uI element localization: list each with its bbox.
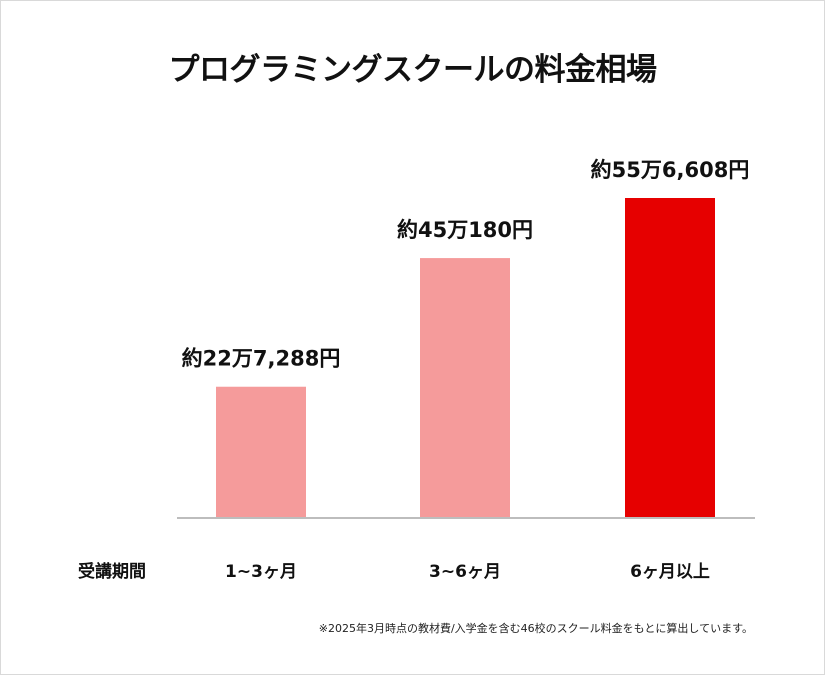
bar-1 — [216, 386, 306, 517]
x-tick-label-1: 1~3ヶ月 — [225, 562, 297, 582]
x-axis-label: 受講期間 — [78, 561, 146, 582]
data-label-1: 約22万7,288円 — [182, 347, 341, 371]
x-tick-label-3: 6ヶ月以上 — [630, 562, 710, 582]
bar-3 — [625, 198, 715, 517]
chart-title: プログラミングスクールの料金相場 — [168, 52, 658, 88]
bar-2 — [420, 258, 510, 517]
data-label-2: 約45万180円 — [397, 218, 533, 242]
x-tick-label-2: 3~6ヶ月 — [429, 562, 501, 582]
data-label-3: 約55万6,608円 — [591, 158, 750, 182]
footnote: ※2025年3月時点の教材費/入学金を含む46校のスクール料金をもとに算出してい… — [318, 622, 753, 635]
